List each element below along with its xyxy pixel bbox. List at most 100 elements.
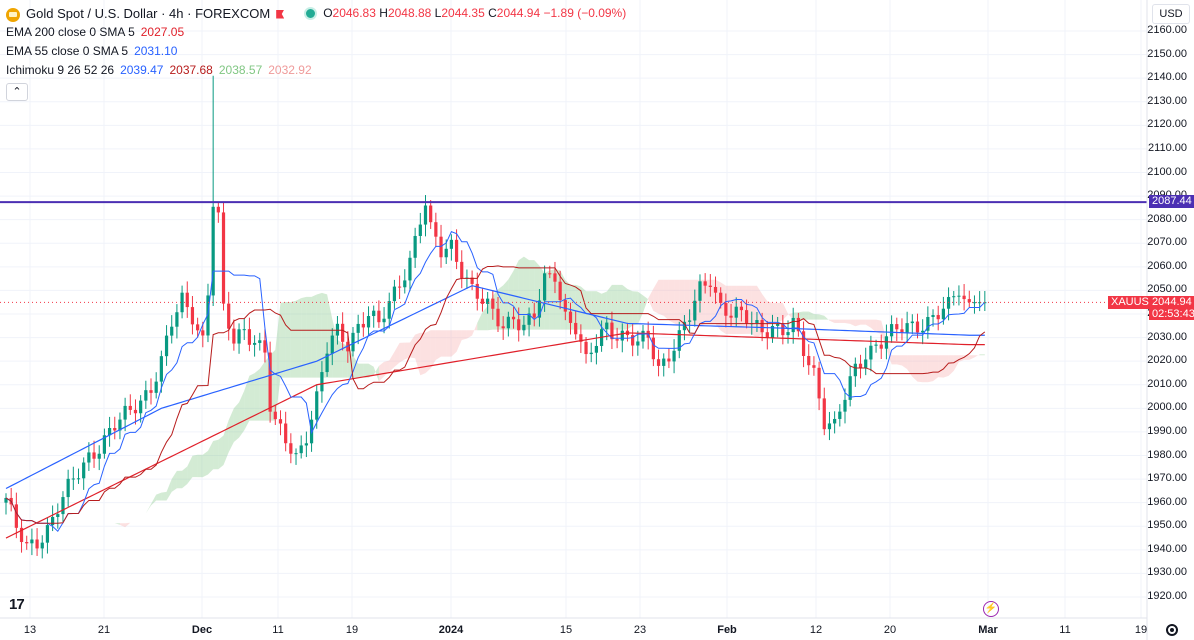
price-tick-label: 2130.00: [1147, 94, 1187, 107]
cloud-segment: [912, 355, 918, 382]
flag-icon[interactable]: [276, 10, 286, 20]
cloud-segment: [176, 470, 183, 489]
settings-gear-icon[interactable]: [1166, 624, 1178, 636]
candle-body: [672, 350, 676, 362]
cloud-segment: [617, 284, 623, 330]
candles: [4, 75, 987, 559]
candle-body: [517, 319, 521, 331]
cloud-segment: [782, 302, 789, 320]
cloud-segment: [394, 342, 400, 367]
candle-body: [848, 376, 852, 400]
cloud-segment: [83, 512, 89, 520]
cloud-segment: [969, 355, 975, 360]
candle-body: [273, 411, 277, 420]
ichimoku-cloud: [73, 256, 985, 528]
cloud-segment: [922, 355, 928, 383]
price-tick-label: 1930.00: [1147, 566, 1187, 579]
candle-body: [61, 497, 65, 515]
cloud-segment: [223, 420, 229, 466]
candle-body: [739, 306, 744, 311]
cloud-segment: [207, 441, 214, 475]
candle-body: [620, 330, 624, 341]
time-tick-label: 23: [633, 624, 647, 636]
cloud-segment: [575, 284, 581, 330]
collapse-legend-button[interactable]: ⌃: [6, 83, 28, 101]
market-status-icon[interactable]: [304, 7, 318, 20]
candle-body: [605, 322, 609, 330]
cloud-segment: [819, 314, 825, 320]
ema200-row[interactable]: EMA 200 close 0 SMA 5 2027.05: [6, 23, 626, 42]
candle-body: [392, 286, 397, 302]
candle-body: [615, 339, 619, 341]
cloud-segment: [637, 291, 644, 325]
ichimoku-row[interactable]: Ichimoku 9 26 52 26 2039.47 2037.68 2038…: [6, 61, 626, 80]
candle-body: [584, 341, 588, 355]
cloud-segment: [668, 279, 675, 324]
cloud-segment: [855, 319, 861, 327]
candle-body: [397, 286, 402, 288]
price-tick-label: 1940.00: [1147, 542, 1187, 555]
candle-body: [408, 257, 412, 281]
candle-body: [418, 224, 422, 236]
price-tick-label: 2100.00: [1147, 165, 1187, 178]
candle-body: [724, 302, 728, 316]
candle-body: [372, 310, 376, 317]
cloud-segment: [145, 504, 152, 514]
horizontal-line-price-tag: 2087.44: [1149, 195, 1194, 208]
ema200-value: 2027.05: [140, 25, 185, 39]
candle-body: [25, 542, 29, 544]
candle-body: [693, 300, 697, 321]
time-tick-label: Mar: [978, 624, 998, 636]
candle-body: [719, 292, 723, 303]
cloud-segment: [441, 330, 447, 357]
cloud-segment: [363, 363, 369, 378]
currency-selector[interactable]: USD: [1152, 4, 1190, 24]
cloud-segment: [793, 312, 799, 320]
cloud-segment: [88, 519, 95, 521]
candle-body: [154, 381, 158, 393]
candle-body: [216, 206, 220, 213]
candle-body: [822, 398, 826, 430]
ema55-row[interactable]: EMA 55 close 0 SMA 5 2031.10: [6, 42, 626, 61]
candle-body: [548, 273, 552, 275]
events-bolt-icon[interactable]: ⚡: [983, 601, 999, 617]
cloud-segment: [917, 355, 923, 383]
cloud-segment: [466, 330, 473, 339]
cloud-segment: [798, 311, 804, 320]
change-value: −1.89 (−0.09%): [543, 6, 627, 20]
symbol-title[interactable]: Gold Spot / U.S. Dollar · 4h · FOREXCOM: [26, 6, 271, 21]
candle-body: [139, 400, 143, 414]
cloud-segment: [233, 402, 240, 443]
kijun-line: [5, 265, 986, 524]
cloud-segment: [839, 319, 845, 323]
candle-body: [817, 367, 821, 399]
candle-body: [506, 316, 510, 329]
candle-body: [87, 452, 91, 463]
cloud-segment: [249, 373, 255, 421]
candle-body: [921, 330, 925, 333]
candle-body: [796, 317, 800, 332]
candle-body: [278, 419, 283, 424]
candle-body: [66, 478, 70, 498]
cloud-segment: [192, 454, 198, 478]
candle-body: [972, 302, 977, 304]
cloud-segment: [130, 513, 136, 523]
cloud-segment: [705, 279, 711, 324]
price-tick-label: 1970.00: [1147, 472, 1187, 485]
time-tick-label: 21: [97, 624, 111, 636]
price-tick-label: 1920.00: [1147, 590, 1187, 602]
candle-body: [522, 324, 526, 331]
tradingview-logo[interactable]: 17: [9, 596, 25, 613]
candle-body: [905, 323, 909, 333]
candle-body: [713, 286, 718, 293]
candle-body: [221, 212, 226, 304]
cloud-segment: [725, 285, 732, 334]
candle-body: [82, 462, 86, 479]
cloud-segment: [777, 302, 783, 323]
cloud-segment: [425, 330, 431, 374]
candle-body: [247, 329, 252, 345]
candle-body: [662, 358, 666, 366]
cloud-segment: [591, 291, 597, 330]
cloud-segment: [643, 295, 649, 313]
